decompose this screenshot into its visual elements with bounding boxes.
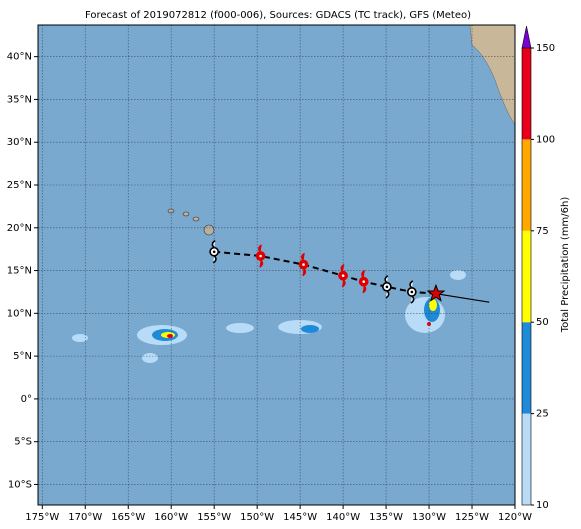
colorbar-segment bbox=[522, 322, 531, 414]
y-tick-label: 35°N bbox=[7, 94, 32, 105]
y-tick-label: 5°S bbox=[14, 437, 32, 448]
map-frame bbox=[37, 24, 516, 506]
x-tick-label: 130°W bbox=[412, 512, 446, 523]
colorbar-segment bbox=[522, 413, 531, 505]
colorbar-extend bbox=[521, 25, 532, 49]
colorbar-label: Total Precipitation (mm/6h) bbox=[560, 197, 571, 334]
x-tick-label: 145°W bbox=[283, 512, 317, 523]
map-area bbox=[38, 25, 515, 505]
cyclone-eye bbox=[212, 250, 216, 254]
x-tick-label: 125°W bbox=[455, 512, 489, 523]
ocean bbox=[38, 25, 515, 505]
current-position bbox=[426, 283, 446, 302]
colorbar-tick-label: 25 bbox=[536, 409, 549, 420]
x-tick-label: 120°W bbox=[498, 512, 532, 523]
colorbar-tick-label: 150 bbox=[536, 43, 555, 54]
cyclone-eye bbox=[341, 274, 345, 277]
x-tick-label: 135°W bbox=[369, 512, 403, 523]
observed-track bbox=[435, 293, 490, 303]
colorbar-tick-label: 10 bbox=[536, 500, 549, 511]
x-tick-label: 160°W bbox=[154, 512, 188, 523]
y-tick-label: 40°N bbox=[7, 52, 32, 63]
title: Forecast of 2019072812 (f000-006), Sourc… bbox=[85, 10, 471, 21]
x-tick-label: 140°W bbox=[326, 512, 360, 523]
colorbar-segment bbox=[522, 230, 531, 323]
colorbar-frame bbox=[521, 47, 532, 506]
x-tick-label: 170°W bbox=[68, 512, 102, 523]
cyclone-eye bbox=[362, 280, 366, 283]
y-tick-label: 5°N bbox=[13, 351, 32, 362]
colorbar-tick-label: 50 bbox=[536, 317, 549, 328]
x-tick-label: 175°W bbox=[25, 512, 59, 523]
colorbar-tick-label: 100 bbox=[536, 134, 555, 145]
x-tick-label: 150°W bbox=[240, 512, 274, 523]
cyclone-eye bbox=[410, 290, 414, 294]
x-tick-label: 165°W bbox=[111, 512, 145, 523]
y-tick-label: 10°S bbox=[8, 479, 32, 490]
x-tick-label: 155°W bbox=[197, 512, 231, 523]
cyclone-eye bbox=[259, 254, 262, 258]
colorbar-segment bbox=[522, 139, 531, 231]
y-tick-label: 15°N bbox=[7, 266, 32, 277]
california bbox=[469, 25, 515, 126]
y-tick-label: 0° bbox=[21, 394, 32, 405]
colorbar-segment bbox=[522, 48, 531, 140]
cyclone-eye bbox=[385, 285, 389, 289]
y-tick-label: 30°N bbox=[7, 137, 32, 148]
y-tick-label: 10°N bbox=[7, 308, 32, 319]
forecast-track bbox=[214, 250, 437, 295]
y-tick-label: 20°N bbox=[7, 223, 32, 234]
colorbar-tick-label: 75 bbox=[536, 226, 549, 237]
cyclone-eye bbox=[302, 263, 305, 266]
hawaii bbox=[167, 208, 215, 236]
y-tick-label: 25°N bbox=[7, 180, 32, 191]
